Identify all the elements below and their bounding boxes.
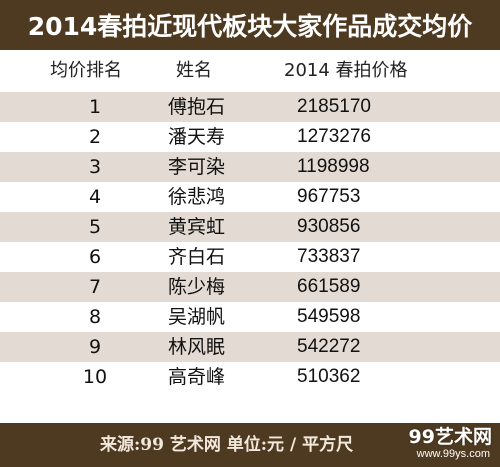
table-row: 1 傅抱石 2185170 xyxy=(0,92,500,122)
watermark-logo-text: 99艺术网 xyxy=(408,426,492,448)
table-row: 6 齐白石 733837 xyxy=(0,242,500,272)
price-cell: 930856 xyxy=(297,216,361,237)
rank-cell: 8 xyxy=(88,306,102,328)
column-header-rank: 均价排名 xyxy=(50,60,122,81)
name-cell: 林风眠 xyxy=(168,336,226,358)
rank-cell: 1 xyxy=(88,96,102,118)
table-row: 5 黄宾虹 930856 xyxy=(0,212,500,242)
rank-cell: 10 xyxy=(82,366,108,388)
price-cell: 661589 xyxy=(297,276,361,297)
price-cell: 1273276 xyxy=(297,126,371,147)
name-cell: 陈少梅 xyxy=(168,276,226,298)
price-cell: 1198998 xyxy=(297,156,370,177)
rank-cell: 2 xyxy=(88,126,102,148)
table-row: 4 徐悲鸿 967753 xyxy=(0,182,500,212)
name-cell: 傅抱石 xyxy=(168,96,226,118)
name-cell: 徐悲鸿 xyxy=(168,186,226,208)
table-row: 2 潘天寿 1273276 xyxy=(0,122,500,152)
rank-cell: 7 xyxy=(88,276,102,298)
site-watermark: 99艺术网 www.99ys.com xyxy=(396,418,492,466)
price-cell: 549598 xyxy=(297,306,361,327)
rank-cell: 6 xyxy=(88,246,102,268)
page-title: 2014春拍近现代板块大家作品成交均价 xyxy=(0,0,500,50)
rank-cell: 3 xyxy=(88,156,102,178)
table-row: 8 吴湖帆 549598 xyxy=(0,302,500,332)
table-row: 9 林风眠 542272 xyxy=(0,332,500,362)
name-cell: 李可染 xyxy=(168,156,226,178)
ranking-table: 1 傅抱石 2185170 2 潘天寿 1273276 3 李可染 119899… xyxy=(0,92,500,392)
price-cell: 542272 xyxy=(297,336,361,357)
price-cell: 2185170 xyxy=(297,96,371,117)
name-cell: 吴湖帆 xyxy=(168,306,226,328)
name-cell: 高奇峰 xyxy=(168,366,226,388)
name-cell: 潘天寿 xyxy=(168,126,226,148)
table-row: 3 李可染 1198998 xyxy=(0,152,500,182)
price-cell: 967753 xyxy=(297,186,361,207)
price-cell: 733837 xyxy=(297,246,361,267)
source-footer: 来源:99 艺术网 单位:元 / 平方尺 xyxy=(0,423,500,467)
watermark-url: www.99ys.com xyxy=(416,448,490,460)
rank-cell: 5 xyxy=(88,216,102,238)
source-note: 来源:99 艺术网 单位:元 / 平方尺 xyxy=(100,435,354,455)
name-cell: 齐白石 xyxy=(168,246,226,268)
column-header-price: 2014 春拍价格 xyxy=(284,60,408,81)
rank-cell: 9 xyxy=(88,336,102,358)
table-row: 10 高奇峰 510362 xyxy=(0,362,500,392)
price-cell: 510362 xyxy=(297,366,361,387)
name-cell: 黄宾虹 xyxy=(168,216,226,238)
column-header-name: 姓名 xyxy=(176,60,212,81)
table-header: 均价排名 姓名 2014 春拍价格 xyxy=(0,50,500,92)
table-row: 7 陈少梅 661589 xyxy=(0,272,500,302)
rank-cell: 4 xyxy=(88,186,102,208)
